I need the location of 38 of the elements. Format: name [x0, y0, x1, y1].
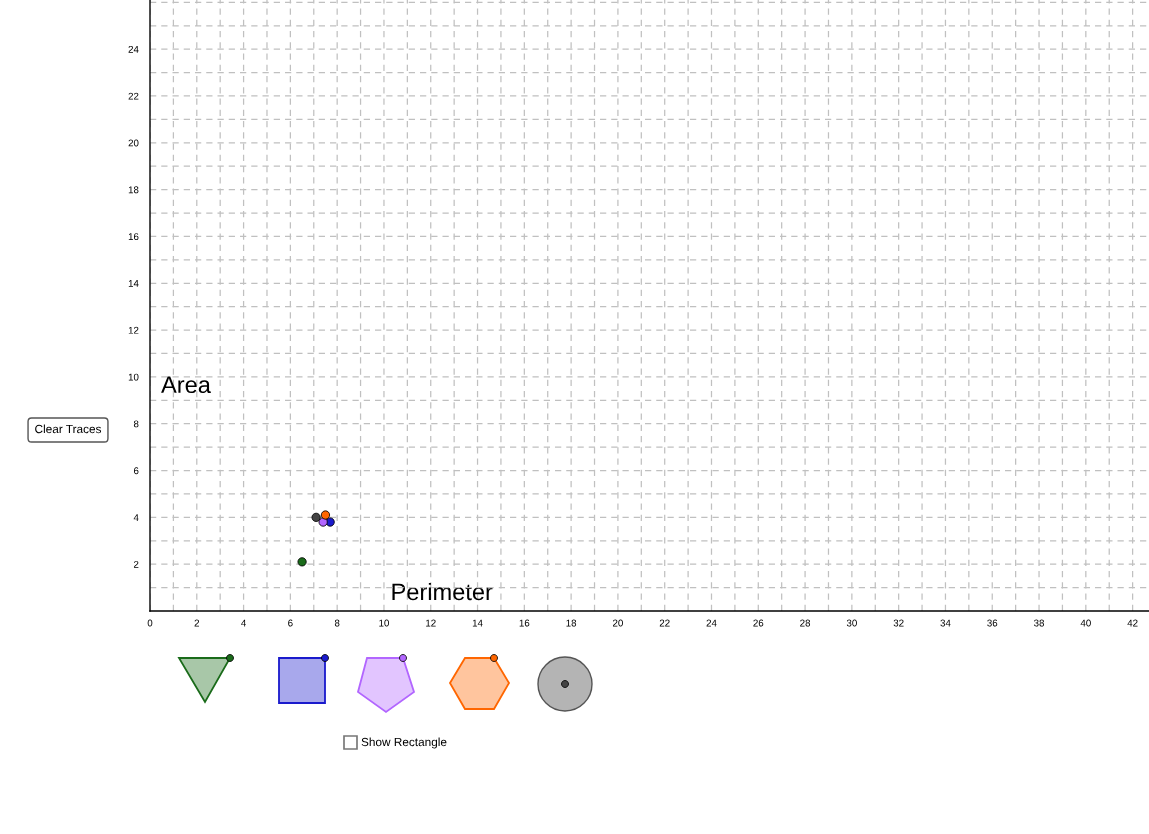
x-tick-label: 12	[426, 619, 436, 627]
x-tick-label: 32	[893, 619, 904, 627]
y-tick-label: 22	[128, 92, 139, 100]
y-tick-label: 8	[133, 420, 139, 428]
x-tick-label: 10	[379, 619, 389, 627]
x-tick-label: 18	[566, 619, 577, 627]
y-tick-label: 10	[128, 373, 139, 381]
x-tick-label: 22	[659, 619, 670, 627]
y-tick-label: 12	[128, 326, 139, 334]
x-tick-label: 20	[613, 619, 623, 627]
x-tick-label: 16	[519, 619, 530, 627]
x-tick-label: 34	[940, 619, 951, 627]
x-tick-label: 2	[194, 619, 200, 627]
y-tick-label: 6	[133, 467, 139, 475]
x-tick-label: 36	[987, 619, 998, 627]
x-tick-label: 14	[472, 619, 483, 627]
text: Clear Traces	[35, 424, 102, 434]
x-tick-label: 4	[241, 619, 246, 627]
y-tick-label: 4	[133, 514, 139, 521]
y-tick-label: 2	[133, 560, 139, 568]
x-tick-label: 0	[147, 619, 153, 627]
y-tick-label: 24	[128, 45, 139, 53]
x-tick-label: 30	[846, 619, 857, 627]
x-tick-label: 24	[706, 619, 717, 627]
x-tick-label: 6	[288, 619, 293, 627]
y-tick-label: 20	[128, 139, 139, 147]
y-tick-label: 16	[128, 233, 139, 241]
x-tick-label: 38	[1034, 619, 1045, 627]
x-tick-label: 8	[334, 619, 340, 627]
x-tick-label: 26	[753, 619, 764, 627]
y-axis-title: Area	[161, 376, 211, 394]
y-tick-label: 18	[128, 186, 139, 194]
x-tick-label: 40	[1080, 619, 1091, 627]
x-tick-label: 28	[800, 619, 811, 627]
y-tick-label: 14	[128, 280, 139, 287]
x-axis-title: Perimeter	[392, 582, 493, 601]
x-tick-label: 42	[1127, 619, 1138, 627]
text: Show Rectangle	[361, 737, 447, 749]
